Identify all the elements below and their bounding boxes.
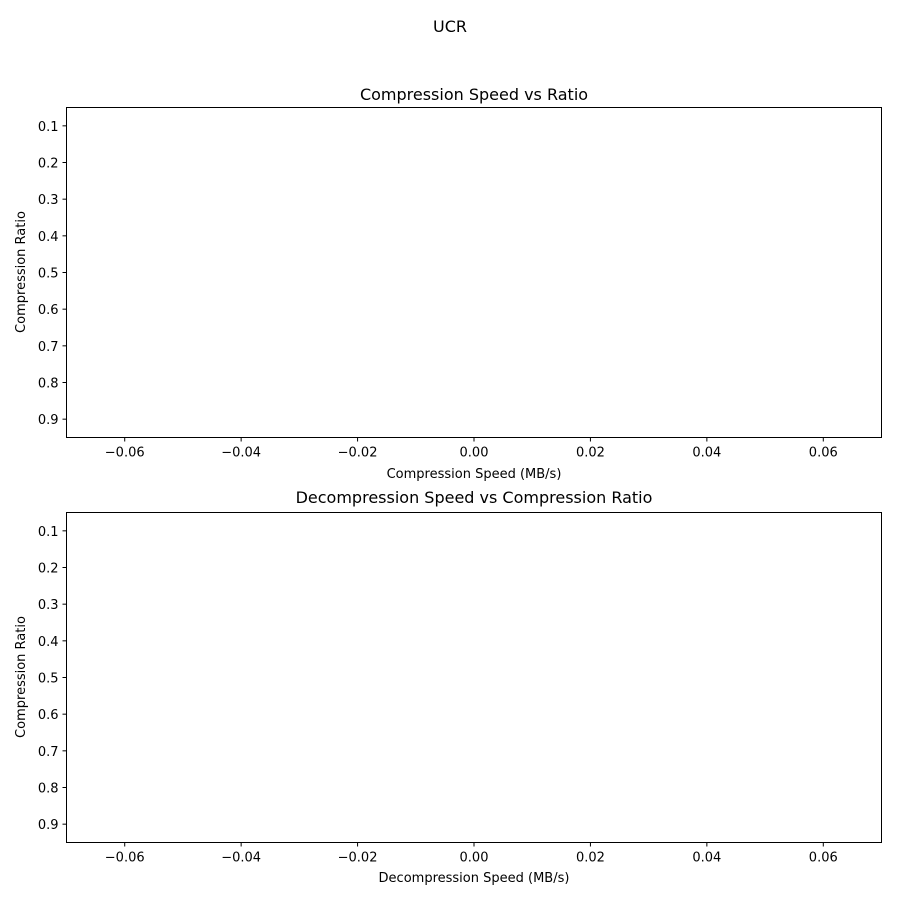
y-tick-label: 0.6	[38, 303, 59, 318]
x-tick-label: 0.04	[692, 446, 721, 461]
y-tick-label: 0.7	[38, 745, 59, 760]
plot-frame	[66, 107, 882, 438]
y-tick-label: 0.8	[38, 782, 59, 797]
y-tick-label: 0.1	[38, 120, 59, 135]
plot-frame	[66, 512, 882, 843]
y-tick-label: 0.9	[38, 818, 59, 833]
figure-suptitle: UCR	[433, 17, 467, 36]
y-tick-label: 0.6	[38, 708, 59, 723]
x-axis-label: Compression Speed (MB/s)	[387, 467, 562, 482]
x-tick-label: −0.02	[338, 446, 378, 461]
y-tick-label: 0.2	[38, 157, 59, 172]
x-tick-label: −0.02	[338, 851, 378, 866]
x-tick-label: 0.06	[809, 446, 838, 461]
y-tick-label: 0.3	[38, 598, 59, 613]
x-tick-label: 0.00	[460, 446, 489, 461]
x-axis: −0.06 −0.04 −0.02 0.00 0.02 0.04 0.06	[105, 437, 838, 461]
axes-decompression-speed: Decompression Speed vs Compression Ratio…	[14, 488, 882, 886]
x-tick-label: −0.04	[221, 851, 261, 866]
x-axis-label: Decompression Speed (MB/s)	[379, 871, 570, 886]
y-tick-label: 0.3	[38, 193, 59, 208]
y-tick-label: 0.5	[38, 267, 59, 282]
y-tick-label: 0.4	[38, 230, 59, 245]
y-tick-label: 0.2	[38, 562, 59, 577]
y-tick-label: 0.5	[38, 672, 59, 687]
y-tick-label: 0.8	[38, 377, 59, 392]
x-tick-label: −0.04	[221, 446, 261, 461]
y-axis: 0.1 0.2 0.3 0.4 0.5 0.6 0.7 0.8 0.9	[38, 525, 67, 833]
x-tick-label: 0.06	[809, 851, 838, 866]
y-tick-label: 0.9	[38, 413, 59, 428]
axes-title: Compression Speed vs Ratio	[360, 85, 588, 104]
y-tick-label: 0.1	[38, 525, 59, 540]
x-tick-label: −0.06	[105, 851, 145, 866]
y-axis: 0.1 0.2 0.3 0.4 0.5 0.6 0.7 0.8 0.9	[38, 120, 67, 428]
x-tick-label: 0.00	[460, 851, 489, 866]
axes-compression-speed: Compression Speed vs Ratio −0.06 −0.04 −0.…	[14, 85, 882, 482]
y-axis-label: Compression Ratio	[14, 211, 29, 333]
axes-title: Decompression Speed vs Compression Ratio	[296, 488, 653, 507]
y-axis-label: Compression Ratio	[14, 616, 29, 738]
y-tick-label: 0.7	[38, 340, 59, 355]
x-tick-label: 0.02	[576, 851, 605, 866]
x-tick-label: 0.02	[576, 446, 605, 461]
x-axis: −0.06 −0.04 −0.02 0.00 0.02 0.04 0.06	[105, 842, 838, 866]
x-tick-label: −0.06	[105, 446, 145, 461]
x-tick-label: 0.04	[692, 851, 721, 866]
y-tick-label: 0.4	[38, 635, 59, 650]
